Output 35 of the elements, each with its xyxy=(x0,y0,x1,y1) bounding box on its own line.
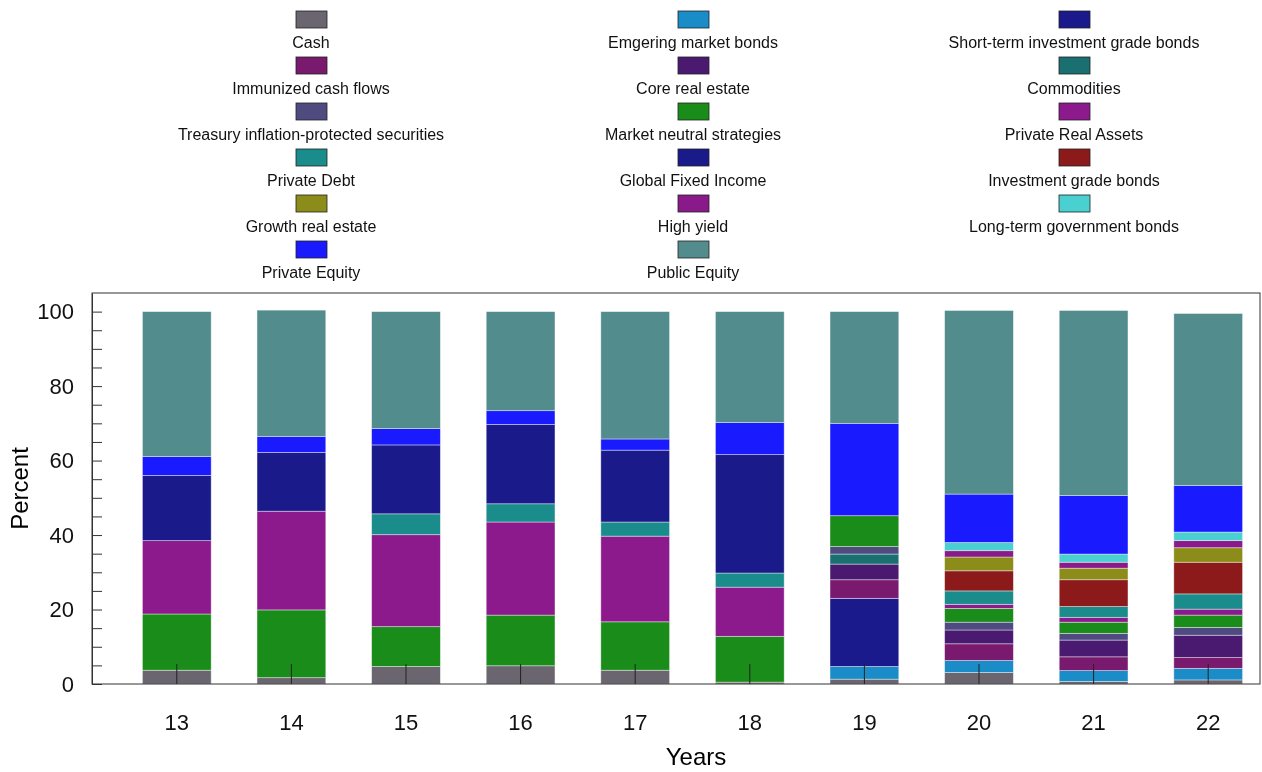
legend-label: Short-term investment grade bonds xyxy=(948,34,1200,51)
x-tick-label: 21 xyxy=(1081,709,1106,735)
legend-label: Private Debt xyxy=(266,172,356,189)
x-tick-label: 18 xyxy=(737,709,763,735)
x-tick-label: 20 xyxy=(966,709,992,735)
x-tick-label: 22 xyxy=(1195,709,1221,735)
y-axis-title: Percent xyxy=(6,446,33,530)
x-tick-label: 14 xyxy=(279,709,304,735)
legend-label: Market neutral strategies xyxy=(604,126,782,143)
legend-label: Core real estate xyxy=(636,80,751,97)
y-tick-label: 80 xyxy=(49,373,74,399)
legend-label: Public Equity xyxy=(646,264,740,281)
y-tick-label: 40 xyxy=(49,522,74,548)
legend-label: Long-term government bonds xyxy=(969,218,1179,235)
x-tick-label: 19 xyxy=(852,709,877,735)
legend-label: Growth real estate xyxy=(245,218,377,235)
x-axis-title: Years xyxy=(665,743,727,770)
y-tick-label: 20 xyxy=(49,597,74,623)
legend-label: Immunized cash flows xyxy=(232,80,390,97)
legend-label: High yield xyxy=(657,218,729,235)
x-tick-label: 15 xyxy=(393,709,419,735)
legend-label: Private Equity xyxy=(261,264,361,281)
legend-label: Investment grade bonds xyxy=(988,172,1160,189)
legend-label: Treasury inflation-protected securities xyxy=(177,126,445,143)
legend-label: Commodities xyxy=(1027,80,1121,97)
legend-label: Global Fixed Income xyxy=(619,172,767,189)
y-tick-label: 100 xyxy=(37,299,74,325)
x-tick-label: 17 xyxy=(622,709,648,735)
legend-label: Private Real Assets xyxy=(1004,126,1144,143)
x-tick-label: 13 xyxy=(164,709,190,735)
y-tick-label: 60 xyxy=(49,448,74,474)
y-tick-label: 0 xyxy=(61,671,74,697)
legend-label: Cash xyxy=(292,34,330,51)
x-tick-label: 16 xyxy=(508,709,533,735)
legend-label: Emgering market bonds xyxy=(608,34,778,51)
